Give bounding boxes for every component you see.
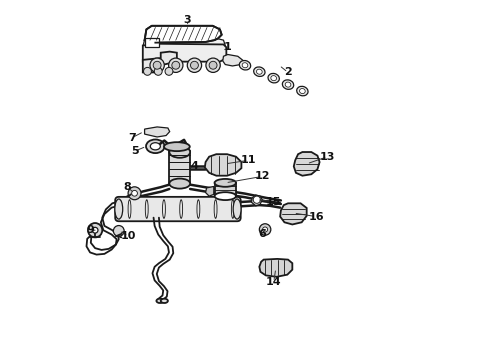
Ellipse shape xyxy=(153,61,161,69)
Ellipse shape xyxy=(206,58,220,72)
Ellipse shape xyxy=(146,139,165,153)
Ellipse shape xyxy=(165,67,173,75)
Text: 9: 9 xyxy=(86,225,94,235)
Polygon shape xyxy=(205,154,242,176)
Ellipse shape xyxy=(169,58,183,72)
Text: 8: 8 xyxy=(123,182,131,192)
Ellipse shape xyxy=(170,146,190,158)
Circle shape xyxy=(132,190,137,196)
Polygon shape xyxy=(223,54,243,66)
Polygon shape xyxy=(294,152,319,176)
Polygon shape xyxy=(259,259,293,277)
Ellipse shape xyxy=(239,60,251,70)
Ellipse shape xyxy=(156,299,164,303)
Ellipse shape xyxy=(215,179,236,187)
Ellipse shape xyxy=(191,61,198,69)
Ellipse shape xyxy=(161,299,168,303)
Ellipse shape xyxy=(256,69,262,74)
Ellipse shape xyxy=(209,61,217,69)
Polygon shape xyxy=(143,44,226,62)
Ellipse shape xyxy=(115,199,122,219)
Text: 2: 2 xyxy=(284,67,292,77)
Ellipse shape xyxy=(164,142,190,151)
Ellipse shape xyxy=(215,192,236,200)
Ellipse shape xyxy=(187,58,201,72)
Circle shape xyxy=(263,227,268,232)
Text: 3: 3 xyxy=(184,15,192,26)
Text: 4: 4 xyxy=(190,161,198,171)
Polygon shape xyxy=(145,127,170,137)
Ellipse shape xyxy=(144,67,151,75)
Polygon shape xyxy=(145,26,221,42)
Circle shape xyxy=(128,187,141,200)
Ellipse shape xyxy=(285,82,291,87)
Bar xyxy=(170,151,190,184)
Text: 11: 11 xyxy=(241,155,256,165)
Circle shape xyxy=(88,223,102,237)
Ellipse shape xyxy=(282,80,294,89)
Text: 12: 12 xyxy=(254,171,270,181)
Ellipse shape xyxy=(172,61,180,69)
Circle shape xyxy=(253,196,260,203)
Text: 13: 13 xyxy=(320,152,335,162)
Ellipse shape xyxy=(297,86,308,96)
Text: 10: 10 xyxy=(121,231,136,240)
Polygon shape xyxy=(143,51,177,72)
Text: 16: 16 xyxy=(308,212,324,221)
Text: 7: 7 xyxy=(128,133,136,143)
Text: 6: 6 xyxy=(258,229,266,239)
Ellipse shape xyxy=(271,76,276,81)
Ellipse shape xyxy=(268,73,279,83)
Ellipse shape xyxy=(254,67,265,76)
Text: 5: 5 xyxy=(131,146,138,156)
Text: 15: 15 xyxy=(265,197,281,207)
Bar xyxy=(215,183,236,196)
Ellipse shape xyxy=(233,199,241,219)
Polygon shape xyxy=(280,203,307,225)
Polygon shape xyxy=(145,39,159,47)
Circle shape xyxy=(92,227,98,233)
Ellipse shape xyxy=(170,179,190,189)
Polygon shape xyxy=(251,195,262,206)
Circle shape xyxy=(113,226,124,236)
Polygon shape xyxy=(205,186,214,196)
Polygon shape xyxy=(143,37,225,53)
Ellipse shape xyxy=(299,89,305,94)
Ellipse shape xyxy=(150,143,160,150)
FancyBboxPatch shape xyxy=(115,197,241,221)
Circle shape xyxy=(259,224,271,235)
Ellipse shape xyxy=(242,63,248,68)
Text: 14: 14 xyxy=(266,277,281,287)
Ellipse shape xyxy=(154,67,162,75)
Text: 1: 1 xyxy=(223,42,231,52)
Ellipse shape xyxy=(150,58,164,72)
